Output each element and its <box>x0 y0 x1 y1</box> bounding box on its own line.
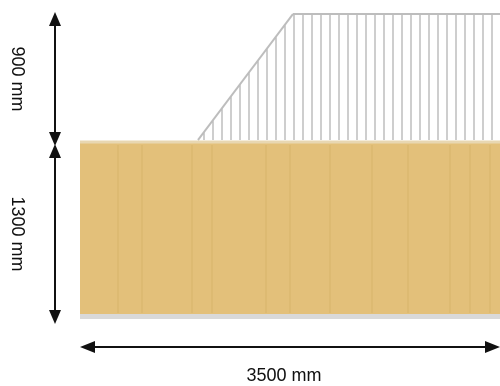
railing-slant <box>197 13 294 141</box>
arrowhead-down-icon <box>49 132 61 146</box>
arrowhead-left-icon <box>80 341 95 353</box>
railing <box>197 13 500 141</box>
arrowhead-up-icon <box>49 144 61 158</box>
arrowhead-right-icon <box>485 341 500 353</box>
panel-stripes <box>117 145 491 313</box>
width-label: 3500 mm <box>246 365 321 385</box>
panel-bottom-rail <box>80 314 500 319</box>
upper-height-dimension: 900 mm <box>8 12 61 146</box>
arrowhead-down-icon <box>49 310 61 324</box>
lower-height-dimension: 1300 mm <box>8 144 61 324</box>
upper-height-label: 900 mm <box>8 46 28 111</box>
lower-height-label: 1300 mm <box>8 196 28 271</box>
arrowhead-up-icon <box>49 12 61 26</box>
lower-panel <box>80 140 500 319</box>
width-dimension: 3500 mm <box>80 341 500 385</box>
